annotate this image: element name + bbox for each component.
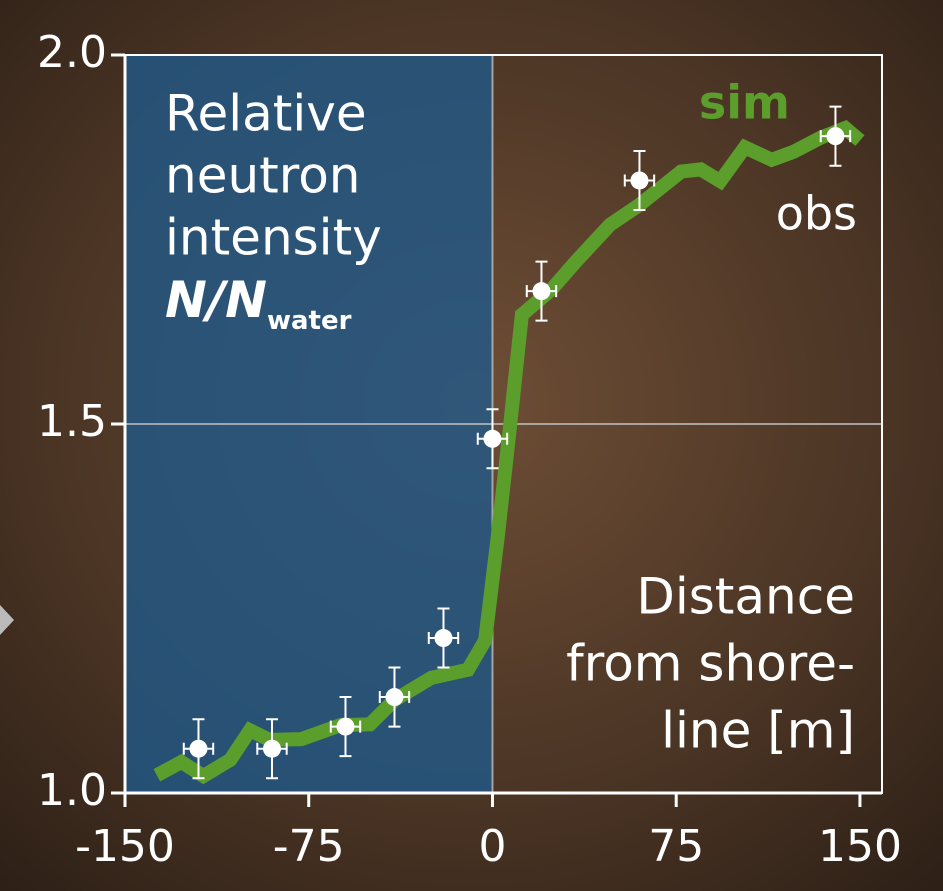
obs-point bbox=[434, 629, 452, 647]
y-axis-label: intensity bbox=[165, 209, 382, 267]
page: {"chart_data": {"type": "line", "y_label… bbox=[0, 0, 943, 891]
x-axis-label: Distance bbox=[636, 568, 855, 626]
x-tick-label: 150 bbox=[818, 821, 902, 872]
obs-point bbox=[385, 688, 403, 706]
y-axis-label-subscript: water bbox=[267, 306, 352, 336]
chart: 1.0 1.5 2.0 -150 -75 0 75 150 Relativeneutronint… bbox=[0, 0, 943, 891]
legend-label: obs bbox=[776, 187, 857, 241]
y-axis-label: Relative bbox=[165, 85, 367, 143]
obs-point bbox=[189, 740, 207, 758]
x-axis-label: from shore- bbox=[566, 635, 855, 693]
x-tick-label: -75 bbox=[273, 821, 345, 872]
obs-point bbox=[630, 171, 648, 189]
y-tick-label: 2.0 bbox=[37, 27, 107, 78]
obs-point bbox=[263, 740, 281, 758]
x-axis-label: line [m] bbox=[661, 702, 855, 760]
x-tick-label: 75 bbox=[648, 821, 704, 872]
obs-point bbox=[532, 282, 550, 300]
legend-label: sim bbox=[699, 76, 790, 130]
y-axis-label: neutron bbox=[165, 147, 360, 205]
y-axis-label-symbol: N/N bbox=[165, 271, 267, 329]
obs-point bbox=[336, 718, 354, 736]
x-tick-label: -150 bbox=[75, 821, 175, 872]
obs-point bbox=[483, 430, 501, 448]
y-tick-label: 1.0 bbox=[37, 765, 107, 816]
x-tick-label: 0 bbox=[478, 821, 506, 872]
y-tick-label: 1.5 bbox=[37, 396, 107, 447]
obs-point bbox=[826, 127, 844, 145]
